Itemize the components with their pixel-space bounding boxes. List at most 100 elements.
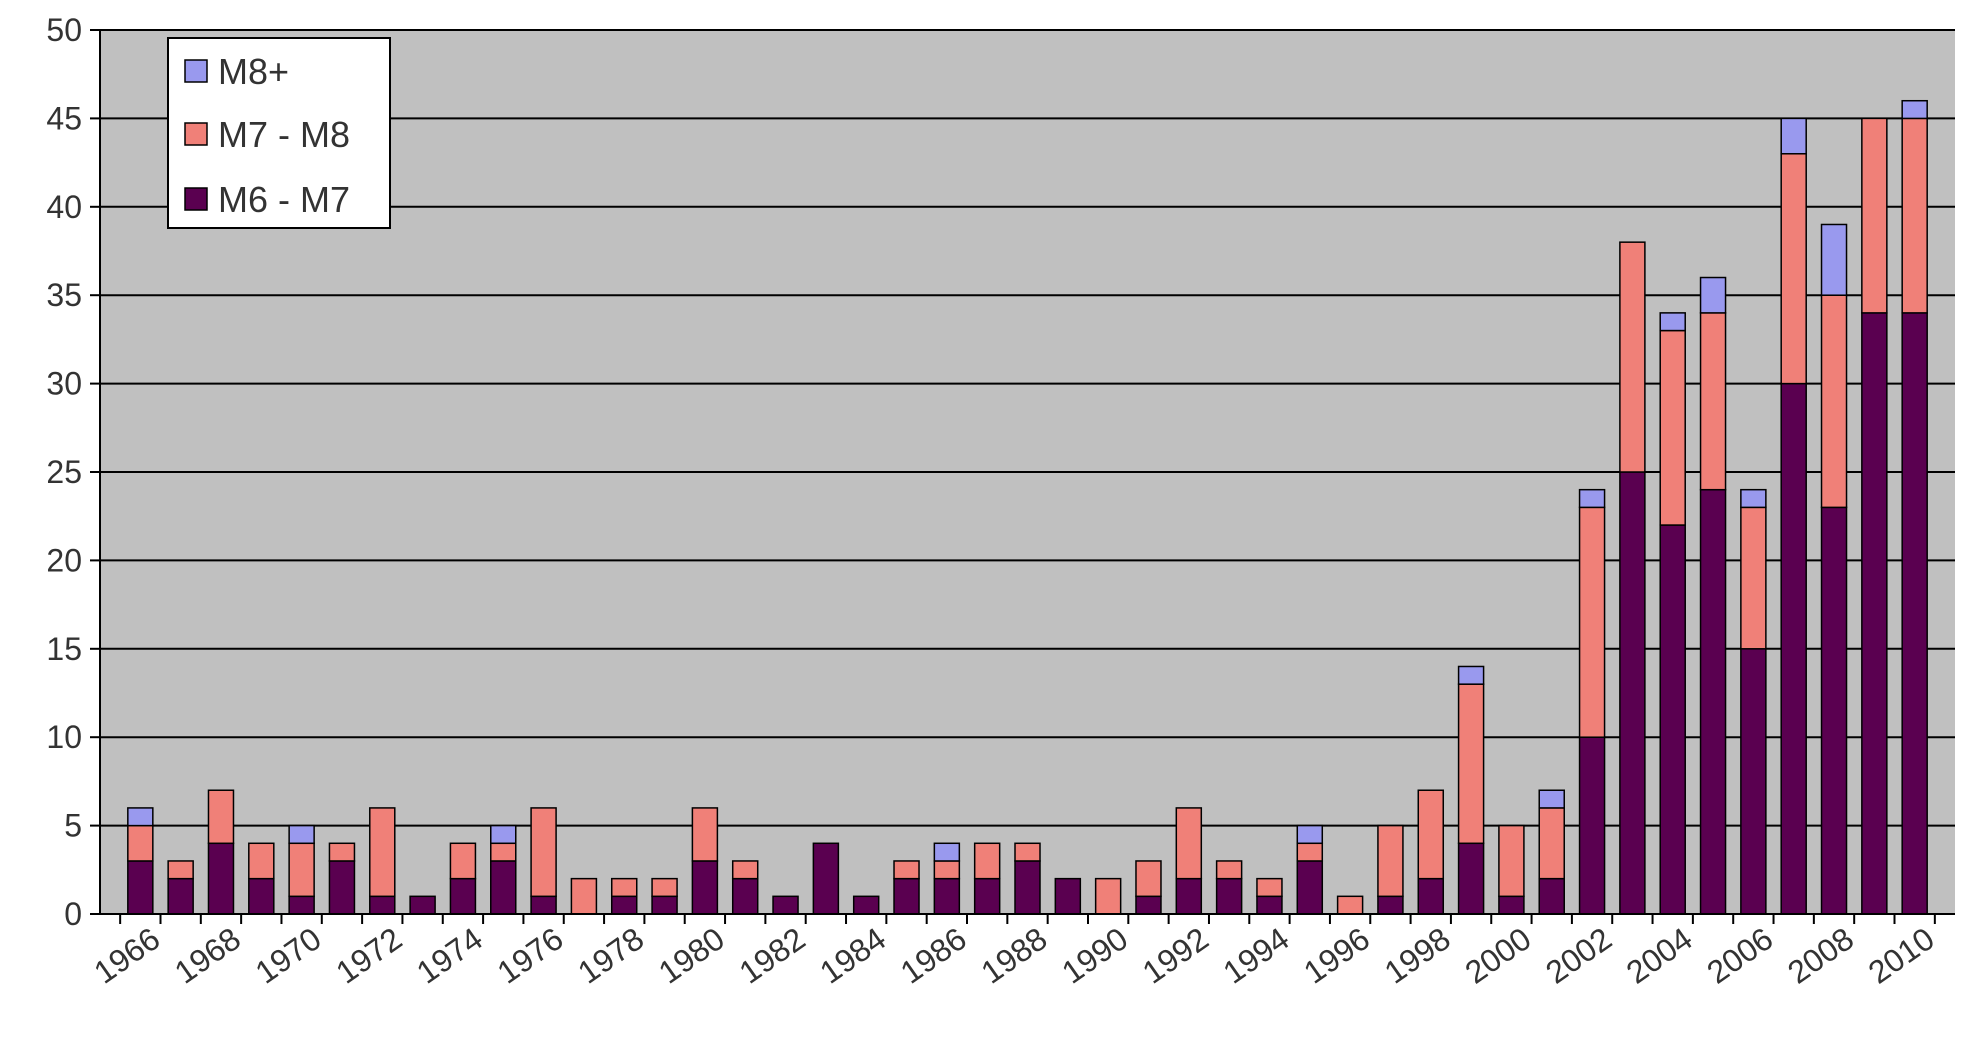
bar-segment-1999-s2 — [1457, 665, 1485, 685]
x-tick-label: 1992 — [1136, 920, 1215, 990]
y-tick-label: 0 — [64, 896, 82, 932]
bar-segment-1966-s0 — [127, 860, 154, 915]
y-tick-label: 15 — [46, 631, 82, 667]
bar-segment-2010-s1 — [1901, 117, 1928, 314]
bar-segment-1975-s0 — [490, 860, 517, 915]
legend-swatch-m6-m7 — [184, 187, 208, 211]
x-tick-label: 2006 — [1700, 920, 1779, 990]
bar-segment-2006-s0 — [1740, 648, 1767, 915]
x-tick-label: 1978 — [571, 920, 650, 990]
bar-segment-2010-s0 — [1901, 312, 1928, 915]
x-tick-label: 1988 — [975, 920, 1054, 990]
bar-segment-1978-s1 — [610, 877, 638, 898]
bar-segment-1967-s0 — [167, 877, 194, 915]
y-axis-ticks: 0 5 10 15 20 25 30 35 40 45 50 — [46, 12, 100, 932]
bar-segment-1980-s1 — [691, 807, 719, 862]
bar-segment-1988-s0 — [1014, 860, 1041, 915]
x-tick-label: 2010 — [1862, 920, 1941, 990]
bar-segment-2004-s0 — [1659, 524, 1686, 915]
bar-segment-1991-s0 — [1135, 895, 1162, 915]
y-tick-label: 25 — [46, 454, 82, 490]
bar-segment-1998-s0 — [1417, 877, 1445, 915]
bar-segment-2007-s2 — [1780, 117, 1807, 155]
bar-segment-1994-s0 — [1256, 895, 1283, 915]
x-tick-label: 1990 — [1055, 920, 1134, 990]
x-tick-label: 1998 — [1378, 920, 1457, 990]
bar-segment-1968-s1 — [207, 789, 235, 845]
bar-segment-1981-s1 — [731, 860, 759, 880]
bar-segment-1983-s0 — [812, 842, 840, 915]
bar-segment-1976-s0 — [530, 895, 557, 915]
y-tick-label: 40 — [46, 189, 82, 225]
bar-segment-1991-s1 — [1135, 860, 1162, 898]
bar-segment-1994-s1 — [1256, 877, 1283, 898]
bar-segment-2000-s1 — [1498, 824, 1525, 898]
bar-segment-1970-s0 — [288, 895, 315, 915]
bar-segment-1968-s0 — [207, 842, 235, 915]
bar-segment-1976-s1 — [530, 807, 557, 898]
bar-segment-2002-s2 — [1578, 488, 1606, 509]
legend-label-m6-m7: M6 - M7 — [218, 179, 350, 220]
y-tick-label: 30 — [46, 366, 82, 402]
bar-segment-1986-s1 — [933, 860, 961, 880]
bar-segment-1998-s1 — [1417, 789, 1445, 880]
legend-label-m7-m8: M7 - M8 — [218, 114, 350, 155]
bar-segment-1986-s2 — [933, 842, 961, 862]
x-tick-label: 1986 — [894, 920, 973, 990]
gridlines — [100, 29, 1955, 827]
bar-segment-1974-s0 — [449, 877, 477, 915]
bar-segment-1979-s0 — [651, 895, 678, 915]
bar-segment-1985-s1 — [893, 860, 920, 880]
bar-segment-1978-s0 — [610, 895, 638, 915]
bar-segment-1985-s0 — [893, 877, 920, 915]
bar-segment-2001-s0 — [1538, 877, 1565, 915]
bar-segment-2008-s2 — [1820, 223, 1848, 296]
bar-segment-2005-s1 — [1699, 312, 1727, 491]
bar-segment-1995-s0 — [1296, 860, 1324, 915]
bar-segment-1997-s1 — [1377, 824, 1404, 898]
bar-segment-2007-s0 — [1780, 382, 1807, 915]
bar-segment-1972-s0 — [369, 895, 396, 915]
legend-swatch-m8plus — [184, 59, 208, 83]
bar-segment-1973-s0 — [409, 895, 436, 915]
bar-segment-1999-s0 — [1457, 842, 1485, 915]
x-tick-label: 1984 — [813, 920, 892, 990]
x-tick-label: 1996 — [1297, 920, 1376, 990]
bar-segment-1990-s1 — [1094, 877, 1122, 915]
bar-segment-1975-s1 — [490, 842, 517, 862]
bar-segment-2008-s1 — [1820, 294, 1848, 509]
bar-segment-1981-s0 — [731, 877, 759, 915]
bar-segment-1971-s1 — [328, 842, 356, 862]
y-tick-label: 35 — [46, 277, 82, 313]
x-tick-label: 1974 — [410, 920, 489, 990]
x-axis-ticks: 1966 1968 1970 1972 1974 1976 1978 1980 1982 1984… — [87, 914, 1941, 991]
bar-segment-2004-s2 — [1659, 312, 1686, 332]
x-tick-label: 1976 — [491, 920, 570, 990]
bar-segment-1986-s0 — [933, 877, 961, 915]
bar-segment-1969-s0 — [248, 877, 275, 915]
bar-segment-2005-s2 — [1699, 276, 1727, 314]
bar-segment-1997-s0 — [1377, 895, 1404, 915]
x-tick-label: 1970 — [249, 920, 328, 990]
y-tick-label: 10 — [46, 719, 82, 755]
x-tick-label: 1972 — [329, 920, 408, 990]
x-tick-label: 1966 — [87, 920, 166, 990]
bar-segment-2009-s0 — [1861, 312, 1888, 915]
bar-segment-1999-s1 — [1457, 683, 1485, 845]
bar-segment-1989-s0 — [1054, 877, 1082, 915]
bar-segment-1995-s2 — [1296, 824, 1324, 845]
bar-segment-1982-s0 — [772, 895, 799, 915]
bar-segment-2002-s0 — [1578, 736, 1606, 915]
bar-segment-2002-s1 — [1578, 506, 1606, 738]
bar-segment-2006-s1 — [1740, 506, 1767, 650]
bar-segment-1970-s1 — [288, 842, 315, 898]
bar-segment-2001-s1 — [1538, 807, 1565, 880]
bar-segment-2000-s0 — [1498, 895, 1525, 915]
x-tick-label: 2000 — [1458, 920, 1537, 990]
bar-segment-1966-s2 — [127, 807, 154, 827]
bars-group — [127, 99, 1928, 915]
bar-segment-2003-s0 — [1619, 471, 1646, 915]
x-tick-label: 1994 — [1217, 920, 1296, 990]
bar-segment-1971-s0 — [328, 860, 356, 915]
